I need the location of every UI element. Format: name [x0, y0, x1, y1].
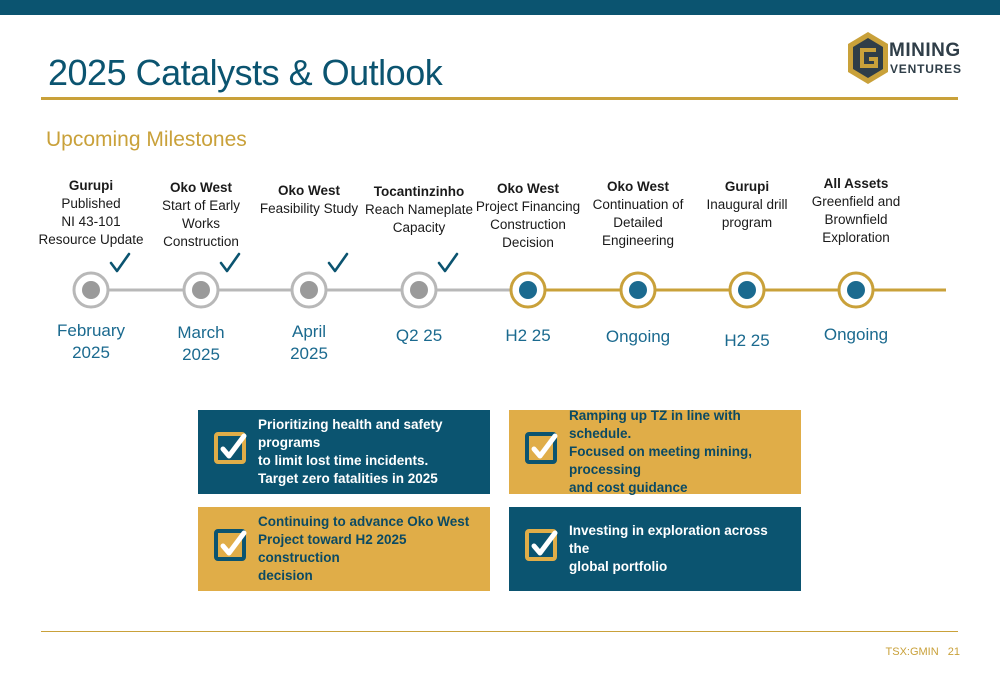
milestone-description: Oko West Start of Early Works Construction [141, 179, 261, 251]
milestone-detail-line: Inaugural drill [706, 197, 788, 212]
milestone-detail-line: Greenfield and [811, 194, 901, 209]
priority-box: Investing in exploration across the glob… [509, 507, 801, 591]
milestone-detail-line: NI 43-101 [61, 214, 121, 229]
milestone-node-dot [738, 281, 756, 299]
milestone-node-dot [300, 281, 318, 299]
priority-text: Ramping up TZ in line with schedule. Foc… [569, 408, 753, 495]
milestone-detail-line: Start of Early [161, 198, 241, 213]
milestone-node-dot [519, 281, 537, 299]
milestone-node-dot [410, 281, 428, 299]
milestone-detail-line: Detailed [613, 215, 663, 230]
milestone-date: H2 25 [505, 326, 551, 345]
page-number: 21 [947, 646, 960, 658]
milestone-node-dot [192, 281, 210, 299]
priority-box: Ramping up TZ in line with schedule. Foc… [509, 408, 801, 495]
milestone-detail-line: Continuation of [592, 197, 684, 212]
checkmark-icon [437, 252, 459, 273]
milestone-heading: Gurupi [724, 179, 770, 194]
milestone-heading: All Assets [823, 176, 889, 191]
milestone-node-dot [629, 281, 647, 299]
priority-text: Continuing to advance Oko West Project t… [258, 514, 470, 583]
milestone-detail-line: Construction [490, 217, 566, 232]
milestone-description: Oko West Continuation of Detailed Engineeri… [578, 178, 698, 250]
checkbox-icon [525, 432, 558, 464]
milestone-node-dot [82, 281, 100, 299]
milestone-description: Gurupi Inaugural drill program [687, 178, 807, 232]
milestone-heading: Oko West [169, 180, 232, 195]
milestone-detail-line: Decision [502, 235, 554, 250]
milestone-date: Q2 25 [395, 326, 443, 345]
timeline-graphic [72, 252, 946, 309]
milestone-detail-line: Resource Update [38, 232, 144, 247]
priority-text: Investing in exploration across the glob… [569, 523, 768, 574]
checkbox-icon [214, 432, 247, 464]
milestone-detail-line: Project Financing [475, 199, 581, 214]
milestone-node-dot [847, 281, 865, 299]
checkbox-icon [525, 529, 558, 561]
milestone-date: March 2025 [177, 323, 225, 364]
milestone-date: Ongoing [605, 327, 671, 346]
milestone-description: Oko West Project Financing Construction Dec… [468, 180, 588, 252]
priority-text: Prioritizing health and safety programs … [258, 417, 443, 486]
milestone-heading: Gurupi [68, 178, 114, 193]
milestone-heading: Tocantinzinho [373, 184, 465, 199]
company-logo: MINING VENTURES [846, 30, 976, 90]
priority-box: Prioritizing health and safety programs … [198, 410, 490, 494]
milestone-heading: Oko West [496, 181, 559, 196]
checkmark-icon [219, 252, 241, 273]
checkmark-icon [109, 252, 131, 273]
milestone-detail-line: Engineering [601, 233, 675, 248]
milestone-detail-line: program [721, 215, 773, 230]
milestone-detail-line: Brownfield [824, 212, 888, 227]
milestone-detail-line: Construction [163, 234, 239, 249]
section-subtitle: Upcoming Milestones [46, 128, 247, 151]
milestone-description: All Assets Greenfield and Brownfield Explor… [796, 175, 916, 247]
page-title: 2025 Catalysts & Outlook [48, 52, 443, 93]
logo-mark-icon [848, 32, 888, 84]
milestone-heading: Oko West [277, 183, 340, 198]
milestone-detail-line: Reach Nameplate [364, 202, 474, 217]
milestone-description: Tocantinzinho Reach Nameplate Capacity [359, 183, 479, 237]
milestone-date: February 2025 [56, 321, 126, 362]
milestone-description: Gurupi Published NI 43-101 Resource Update [31, 177, 151, 249]
milestone-detail-line: Published [61, 196, 121, 211]
milestone-detail-line: Works [181, 216, 220, 231]
footer-divider [41, 631, 958, 632]
milestone-detail-line: Feasibility Study [259, 201, 359, 216]
milestone-heading: Oko West [606, 179, 669, 194]
checkbox-icon [214, 529, 247, 561]
top-bar [0, 0, 1000, 15]
footer: TSX:GMIN 21 [880, 646, 960, 658]
milestone-detail-line: Exploration [822, 230, 890, 245]
priority-box: Continuing to advance Oko West Project t… [198, 507, 490, 591]
milestone-date: Ongoing [823, 325, 889, 344]
milestone-description: Oko West Feasibility Study [249, 182, 369, 218]
logo-text-line2: VENTURES [890, 62, 962, 76]
footer-ticker: TSX:GMIN [885, 646, 939, 658]
checkmark-icon [327, 252, 349, 273]
milestone-detail-line: Capacity [392, 220, 446, 235]
milestone-date: H2 25 [724, 331, 770, 350]
title-divider [41, 97, 958, 100]
logo-text-line1: MINING [889, 40, 961, 61]
milestone-date: April 2025 [290, 322, 328, 363]
milestone-timeline: Gurupi Published NI 43-101 Resource Update F… [31, 175, 946, 364]
